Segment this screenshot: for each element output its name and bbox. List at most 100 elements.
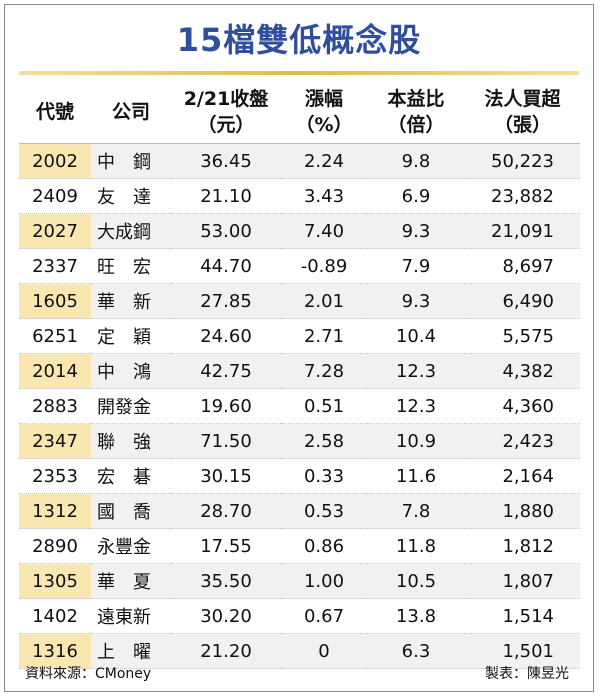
cell-net-buy: 6,490 xyxy=(465,283,580,319)
cell-pe: 13.8 xyxy=(367,598,465,634)
cell-company: 華 新 xyxy=(91,283,171,319)
cell-net-buy: 1,880 xyxy=(465,493,580,529)
cell-code: 1402 xyxy=(19,598,91,634)
cell-code: 2002 xyxy=(19,143,91,179)
cell-change: 7.40 xyxy=(281,213,367,249)
cell-company: 定 穎 xyxy=(91,318,171,354)
cell-net-buy: 23,882 xyxy=(465,178,580,214)
cell-pe: 10.5 xyxy=(367,563,465,599)
cell-code: 2883 xyxy=(19,388,91,424)
cell-change: 0.86 xyxy=(281,528,367,564)
cell-pe: 6.3 xyxy=(367,633,465,669)
cell-company: 宏 碁 xyxy=(91,458,171,494)
cell-net-buy: 21,091 xyxy=(465,213,580,249)
header-pe: 本益比 （倍） xyxy=(367,81,465,144)
table-row: 1312 國 喬 28.70 0.53 7.8 1,880 xyxy=(19,493,580,529)
cell-code: 1605 xyxy=(19,283,91,319)
cell-company: 友 達 xyxy=(91,178,171,214)
cell-change: 0.51 xyxy=(281,388,367,424)
cell-net-buy: 4,360 xyxy=(465,388,580,424)
header-row: 代號 公司 2/21收盤 （元） 漲幅 （%） 本益比 （倍） 法人買超 （張） xyxy=(19,81,580,144)
cell-close: 24.60 xyxy=(171,318,281,354)
stock-table: 代號 公司 2/21收盤 （元） 漲幅 （%） 本益比 （倍） 法人買超 （張） 200… xyxy=(19,81,580,669)
title-divider xyxy=(19,71,579,75)
table-row: 2027 大成鋼 53.00 7.40 9.3 21,091 xyxy=(19,213,580,249)
cell-change: 2.58 xyxy=(281,423,367,459)
cell-net-buy: 1,807 xyxy=(465,563,580,599)
cell-company: 永豐金 xyxy=(91,528,171,564)
cell-change: 2.01 xyxy=(281,283,367,319)
table-row: 6251 定 穎 24.60 2.71 10.4 5,575 xyxy=(19,318,580,354)
cell-pe: 10.9 xyxy=(367,423,465,459)
table-row: 2014 中 鴻 42.75 7.28 12.3 4,382 xyxy=(19,353,580,389)
cell-code: 2409 xyxy=(19,178,91,214)
source-note: 資料來源：CMoney xyxy=(25,666,152,682)
cell-code: 1316 xyxy=(19,633,91,669)
table-frame: 15檔雙低概念股 代號 公司 2/21收盤 （元） 漲幅 （%） 本益比 （倍） 法人… xyxy=(4,4,594,692)
header-change: 漲幅 （%） xyxy=(281,81,367,144)
cell-net-buy: 8,697 xyxy=(465,248,580,284)
cell-code: 2353 xyxy=(19,458,91,494)
cell-change: 2.24 xyxy=(281,143,367,179)
table-row: 1316 上 曜 21.20 0 6.3 1,501 xyxy=(19,633,580,669)
header-company: 公司 xyxy=(91,81,171,144)
cell-code: 2890 xyxy=(19,528,91,564)
table-row: 2337 旺 宏 44.70 -0.89 7.9 8,697 xyxy=(19,248,580,284)
cell-close: 27.85 xyxy=(171,283,281,319)
cell-code: 1312 xyxy=(19,493,91,529)
footer: 資料來源：CMoney 製表：陳昱光 xyxy=(25,663,569,683)
cell-company: 國 喬 xyxy=(91,493,171,529)
header-close: 2/21收盤 （元） xyxy=(171,81,281,144)
cell-company: 旺 宏 xyxy=(91,248,171,284)
cell-change: 0 xyxy=(281,633,367,669)
cell-net-buy: 1,501 xyxy=(465,633,580,669)
cell-code: 2337 xyxy=(19,248,91,284)
cell-code: 2347 xyxy=(19,423,91,459)
cell-close: 35.50 xyxy=(171,563,281,599)
cell-close: 36.45 xyxy=(171,143,281,179)
cell-net-buy: 2,164 xyxy=(465,458,580,494)
cell-pe: 9.3 xyxy=(367,283,465,319)
cell-change: -0.89 xyxy=(281,248,367,284)
cell-company: 中 鴻 xyxy=(91,353,171,389)
cell-change: 3.43 xyxy=(281,178,367,214)
cell-company: 大成鋼 xyxy=(91,213,171,249)
header-code: 代號 xyxy=(19,81,91,144)
cell-pe: 9.8 xyxy=(367,143,465,179)
table-row: 2409 友 達 21.10 3.43 6.9 23,882 xyxy=(19,178,580,214)
cell-close: 21.10 xyxy=(171,178,281,214)
cell-close: 71.50 xyxy=(171,423,281,459)
cell-net-buy: 5,575 xyxy=(465,318,580,354)
cell-change: 7.28 xyxy=(281,353,367,389)
cell-close: 21.20 xyxy=(171,633,281,669)
table-row: 2347 聯 強 71.50 2.58 10.9 2,423 xyxy=(19,423,580,459)
header-net-buy: 法人買超 （張） xyxy=(465,81,580,144)
cell-pe: 12.3 xyxy=(367,353,465,389)
cell-pe: 11.6 xyxy=(367,458,465,494)
cell-company: 開發金 xyxy=(91,388,171,424)
cell-change: 0.53 xyxy=(281,493,367,529)
credit-note: 製表：陳昱光 xyxy=(485,666,569,682)
cell-code: 6251 xyxy=(19,318,91,354)
cell-close: 28.70 xyxy=(171,493,281,529)
cell-pe: 11.8 xyxy=(367,528,465,564)
cell-company: 遠東新 xyxy=(91,598,171,634)
cell-change: 0.33 xyxy=(281,458,367,494)
cell-company: 中 鋼 xyxy=(91,143,171,179)
cell-close: 17.55 xyxy=(171,528,281,564)
table-row: 1402 遠東新 30.20 0.67 13.8 1,514 xyxy=(19,598,580,634)
cell-close: 19.60 xyxy=(171,388,281,424)
cell-pe: 9.3 xyxy=(367,213,465,249)
cell-close: 42.75 xyxy=(171,353,281,389)
cell-close: 30.20 xyxy=(171,598,281,634)
cell-pe: 7.8 xyxy=(367,493,465,529)
table-row: 2883 開發金 19.60 0.51 12.3 4,360 xyxy=(19,388,580,424)
table-row: 2353 宏 碁 30.15 0.33 11.6 2,164 xyxy=(19,458,580,494)
cell-close: 53.00 xyxy=(171,213,281,249)
cell-company: 聯 強 xyxy=(91,423,171,459)
table-row: 2002 中 鋼 36.45 2.24 9.8 50,223 xyxy=(19,143,580,179)
cell-close: 30.15 xyxy=(171,458,281,494)
table-row: 1305 華 夏 35.50 1.00 10.5 1,807 xyxy=(19,563,580,599)
cell-code: 1305 xyxy=(19,563,91,599)
cell-code: 2027 xyxy=(19,213,91,249)
